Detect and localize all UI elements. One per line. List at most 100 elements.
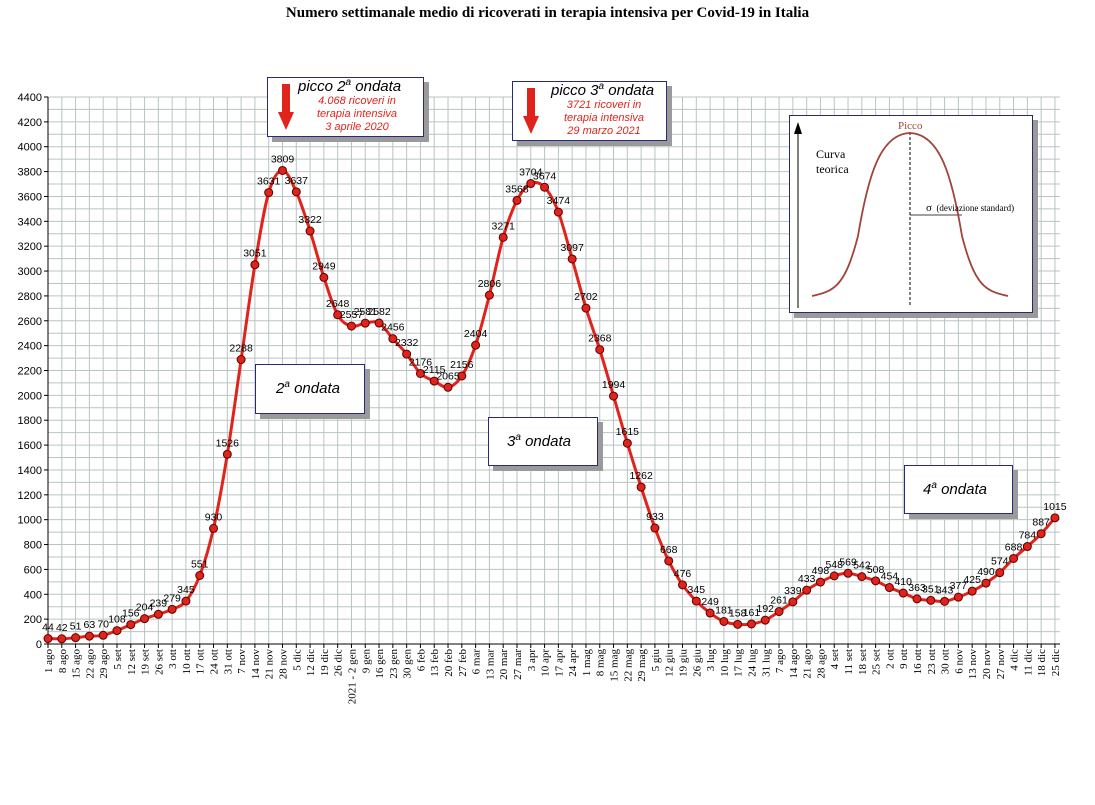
data-point <box>319 272 329 282</box>
peak-2-annotation: picco 2a ondata 4.068 ricoveri in terapi… <box>267 77 424 137</box>
data-point <box>940 596 950 606</box>
data-point <box>733 619 743 629</box>
data-point <box>953 592 963 602</box>
data-point <box>609 391 619 401</box>
x-tick-label: 9 gen <box>360 649 372 674</box>
x-tick-label: 3 apr <box>526 649 538 672</box>
data-point <box>43 634 53 644</box>
gaussian-curve-icon <box>794 122 1009 308</box>
x-tick-label: 6 feb <box>415 649 427 672</box>
data-point <box>264 188 274 198</box>
y-tick-label: 3800 <box>18 167 42 179</box>
data-label: 3271 <box>492 220 516 232</box>
data-point <box>802 585 812 595</box>
data-label: 261 <box>770 595 788 607</box>
x-tick-label: 30 ott <box>940 649 952 674</box>
data-point <box>140 614 150 624</box>
data-label: 410 <box>894 576 912 588</box>
data-point <box>1009 553 1019 563</box>
x-tick-label: 28 ago <box>815 649 827 679</box>
x-tick-label: 2 ott <box>884 649 896 669</box>
peak-2-title: picco 2a ondata <box>298 77 402 95</box>
x-tick-label: 27 feb <box>457 649 469 677</box>
x-tick-label: 7 nov <box>236 649 248 674</box>
x-tick-label: 1 mag <box>581 649 593 677</box>
peak-3-annotation: picco 3a ondata 3721 ricoveri in terapia… <box>512 81 667 141</box>
data-point <box>884 583 894 593</box>
x-tick-label: 29 ago <box>98 649 110 679</box>
data-point <box>898 588 908 598</box>
data-point <box>746 619 756 629</box>
peak-3-detail: 3721 ricoveri in terapia intensiva 29 ma… <box>563 99 645 137</box>
data-point <box>857 572 867 582</box>
data-point <box>567 254 577 264</box>
data-label: 2065 <box>436 370 460 382</box>
x-tick-label: 19 giu <box>678 649 690 677</box>
data-label: 574 <box>991 556 1009 568</box>
data-point <box>360 318 370 328</box>
data-point <box>553 207 563 217</box>
data-label: 433 <box>798 573 816 585</box>
y-tick-label: 1600 <box>18 440 42 452</box>
data-point <box>678 580 688 590</box>
y-tick-label: 2400 <box>18 341 42 353</box>
data-point <box>622 438 632 448</box>
data-label: 42 <box>56 622 68 634</box>
x-tick-label: 21 nov <box>264 649 276 680</box>
data-point <box>1036 529 1046 539</box>
data-label: 425 <box>963 574 981 586</box>
x-tick-label: 13 nov <box>967 649 979 680</box>
x-tick-label: 11 set <box>843 649 855 675</box>
data-point <box>333 310 343 320</box>
data-point <box>277 165 287 175</box>
x-tick-label: 13 feb <box>429 649 441 677</box>
data-label: 70 <box>97 618 109 630</box>
data-point <box>153 609 163 619</box>
data-point <box>650 523 660 533</box>
x-tick-label: 8 ago <box>57 649 69 674</box>
data-point <box>415 368 425 378</box>
x-tick-label: 16 gen <box>374 649 386 679</box>
data-point <box>815 577 825 587</box>
x-tick-label: 15 mag <box>609 649 621 682</box>
data-point <box>429 376 439 386</box>
data-label: 784 <box>1019 530 1037 542</box>
data-label: 204 <box>136 602 154 614</box>
wave-3-label: 3a ondata <box>488 417 598 466</box>
data-label: 249 <box>701 596 719 608</box>
data-label: 1615 <box>616 426 640 438</box>
data-point <box>443 382 453 392</box>
data-point <box>291 187 301 197</box>
wave-2-label: 2a ondata <box>255 364 365 414</box>
data-point <box>346 321 356 331</box>
data-label: 51 <box>70 621 82 633</box>
data-point <box>540 182 550 192</box>
data-point <box>374 318 384 328</box>
data-point <box>967 586 977 596</box>
data-point <box>209 523 219 533</box>
data-label: 2176 <box>409 356 433 368</box>
x-tick-label: 28 nov <box>277 649 289 680</box>
data-point <box>871 576 881 586</box>
x-tick-label: 12 set <box>126 649 138 675</box>
y-tick-label: 2800 <box>18 291 42 303</box>
y-tick-label: 1400 <box>18 465 42 477</box>
data-point <box>484 290 494 300</box>
x-tick-label: 21 ago <box>802 649 814 679</box>
x-tick-label: 30 gen <box>402 649 414 679</box>
chart-grid <box>47 96 1060 645</box>
x-tick-label: 14 ago <box>788 649 800 679</box>
data-label: 63 <box>84 619 96 631</box>
data-point <box>167 604 177 614</box>
data-point <box>691 596 701 606</box>
y-axis-ticks: 0 200 400 600 800 1000 1200 1400 1600 1800 2000 220… <box>18 92 48 651</box>
data-label: 192 <box>757 603 775 615</box>
data-point <box>760 615 770 625</box>
x-tick-label: 10 lug <box>719 649 731 677</box>
x-tick-label: 17 apr <box>553 649 565 677</box>
data-point <box>388 334 398 344</box>
x-tick-label: 26 dic <box>333 649 345 676</box>
x-tick-label: 5 dic <box>291 649 303 671</box>
data-point <box>498 232 508 242</box>
data-label: 3097 <box>560 242 584 254</box>
